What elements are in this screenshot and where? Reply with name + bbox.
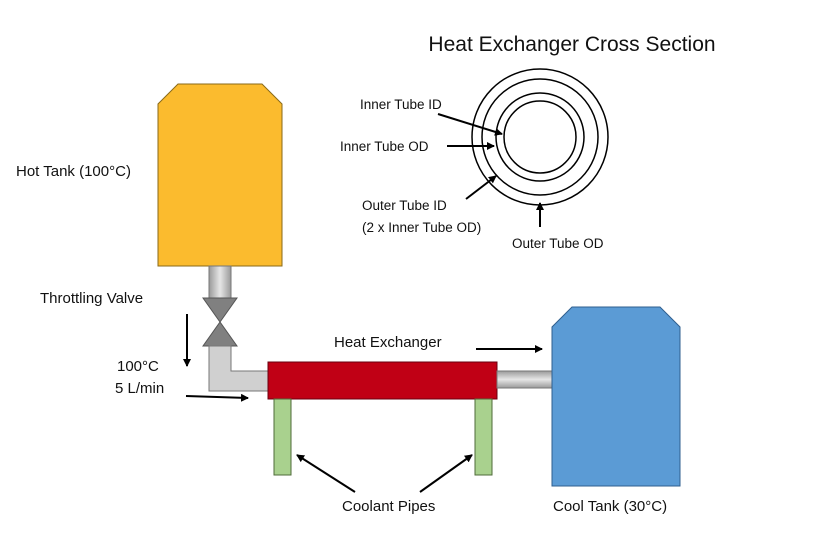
inlet-flow-arrow — [185, 393, 249, 402]
inlet-temperature-label: 100°C — [117, 358, 159, 375]
throttling-valve — [202, 297, 238, 347]
heat-exchanger-label: Heat Exchanger — [334, 334, 442, 351]
inner-tube-id-label: Inner Tube ID — [360, 97, 442, 112]
hot-tank-outlet-pipe — [208, 265, 232, 299]
coolant-pipe-right — [474, 398, 493, 476]
hot-tank — [157, 83, 283, 267]
coolant-pipe-left — [273, 398, 292, 476]
cool-tank-label: Cool Tank (30°C) — [553, 498, 667, 515]
inlet-pipe — [208, 345, 269, 392]
heat-exchanger — [267, 361, 498, 400]
cool-tank — [551, 306, 681, 487]
inner-tube-id-arrow — [437, 113, 503, 136]
valve-bottom-triangle — [202, 321, 238, 347]
inner-tube-inner-wall — [503, 100, 577, 174]
cross-section-title: Heat Exchanger Cross Section — [428, 33, 715, 56]
outlet-pipe — [496, 370, 553, 389]
throttling-valve-label: Throttling Valve — [40, 290, 143, 307]
outer-tube-od-label: Outer Tube OD — [512, 236, 604, 251]
outer-tube-id-label: Outer Tube ID — [362, 198, 447, 213]
valve-top-triangle — [202, 297, 238, 323]
inner-tube-od-label: Inner Tube OD — [340, 139, 429, 154]
cross-section-tubes — [471, 68, 609, 206]
coolant-pipes-arrow-left — [296, 454, 356, 493]
outer-tube-id-label-sub: (2 x Inner Tube OD) — [362, 220, 481, 235]
outer-tube-id-arrow — [465, 175, 497, 200]
coolant-pipes-label: Coolant Pipes — [342, 498, 435, 515]
inlet-flow-label: 5 L/min — [115, 380, 164, 397]
hot-tank-label: Hot Tank (100°C) — [16, 163, 131, 180]
coolant-pipes-arrow-right — [419, 454, 473, 493]
